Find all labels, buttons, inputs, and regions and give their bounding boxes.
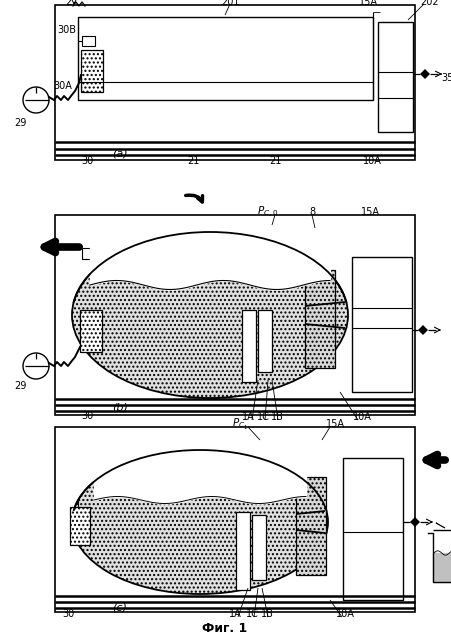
Text: 10A: 10A [336,609,354,619]
Text: 15A: 15A [360,207,379,217]
Text: 2: 2 [65,0,71,7]
Text: 29: 29 [14,118,26,128]
Text: Фиг. 1: Фиг. 1 [202,621,248,634]
Text: 29: 29 [14,381,26,391]
Bar [55,5,415,160]
Text: 8: 8 [309,207,315,217]
Bar [305,270,335,368]
Text: (b): (b) [112,403,128,413]
Text: 202: 202 [421,0,439,7]
Polygon shape [433,553,451,582]
Bar [82,36,95,46]
Ellipse shape [72,232,348,398]
Bar [80,310,102,352]
Text: 1C: 1C [245,609,258,619]
Text: 1A: 1A [229,609,241,619]
Text: 10A: 10A [363,156,382,166]
Bar [236,512,250,590]
Bar [296,477,326,575]
Text: 30B: 30B [57,25,76,35]
Bar [242,310,256,382]
Bar [352,257,412,392]
Text: 10A: 10A [353,412,372,422]
Text: 21: 21 [187,156,199,166]
Text: 1B: 1B [271,412,283,422]
Bar [78,17,373,100]
Text: 35: 35 [442,73,451,83]
Text: $P_{C,0}$: $P_{C,0}$ [258,204,279,220]
Bar [55,427,415,612]
Bar [252,515,266,580]
Bar [70,507,90,545]
Text: 30: 30 [62,609,74,619]
Text: 30A: 30A [53,81,72,91]
Text: $P_{C_1}$: $P_{C_1}$ [232,417,248,431]
Ellipse shape [72,450,328,594]
Bar [343,458,403,600]
Text: 30: 30 [81,156,93,166]
Text: 1B: 1B [261,609,273,619]
Bar [378,22,413,132]
Polygon shape [420,69,430,79]
Text: 1C: 1C [257,412,269,422]
Text: 15A: 15A [359,0,377,7]
Text: 201: 201 [221,0,239,7]
Text: 21: 21 [269,156,281,166]
Polygon shape [418,325,428,335]
Text: (a): (a) [112,149,128,159]
Polygon shape [410,517,420,527]
Text: 1A: 1A [242,412,254,422]
Text: (c): (c) [113,602,128,612]
Bar [82,248,95,259]
Bar [258,310,272,372]
Bar [81,50,103,92]
Bar [55,215,415,415]
Text: 30: 30 [81,411,93,421]
Text: 15A: 15A [326,419,345,429]
